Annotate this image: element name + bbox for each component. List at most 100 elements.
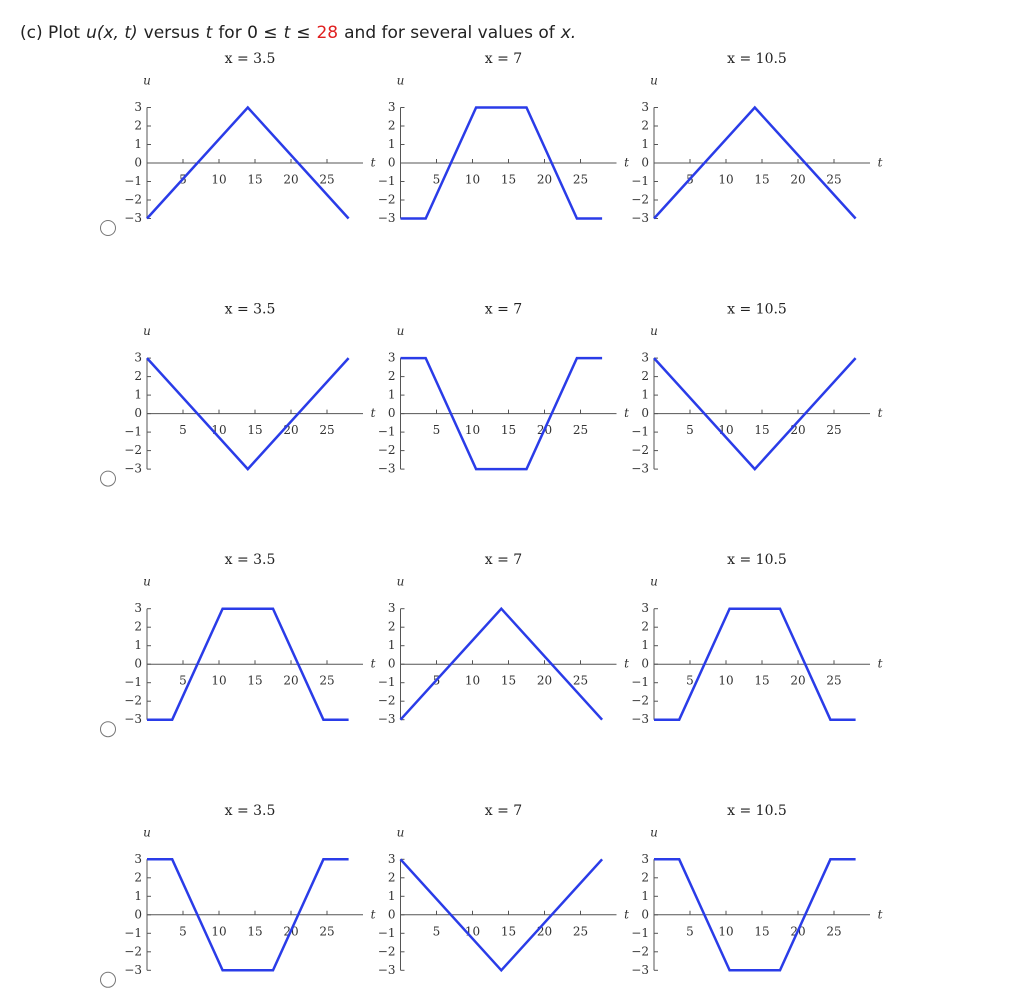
y-tick-label: −3 [124, 211, 142, 225]
x-axis-label: t [878, 406, 883, 420]
y-axis-label: u [650, 74, 658, 88]
x-axis-label: t [878, 657, 883, 671]
y-tick-label: −3 [631, 963, 649, 977]
x-tick-label: 5 [179, 924, 187, 938]
data-line [147, 858, 349, 972]
data-line [399, 606, 604, 721]
y-tick-label: −1 [378, 174, 396, 188]
x-tick-label: 20 [283, 674, 298, 688]
y-tick-label: −3 [378, 211, 396, 225]
x-tick-label: 10 [465, 173, 480, 187]
chart-title: x = 3.5 [225, 51, 276, 67]
y-tick-label: 3 [641, 351, 649, 365]
x-tick-label: 15 [247, 674, 262, 688]
y-tick-label: −1 [124, 425, 142, 439]
chart-title: x = 10.5 [727, 552, 787, 568]
chart-title: x = 3.5 [225, 803, 276, 819]
x-tick-label: 15 [501, 423, 516, 437]
y-tick-label: −2 [378, 944, 396, 958]
y-tick-label: −3 [378, 712, 396, 726]
x-tick-label: 5 [433, 173, 441, 187]
y-tick-label: 3 [134, 601, 142, 615]
y-axis-label: u [143, 575, 151, 589]
x-tick-label: 10 [465, 674, 480, 688]
chart-title: x = 3.5 [225, 302, 276, 318]
question: (c) Plot u(x, t) versus t for 0 ≤ t ≤28 and for… [20, 23, 576, 43]
y-tick-label: 0 [388, 657, 396, 671]
y-tick-label: −2 [378, 443, 396, 457]
y-tick-label: 1 [134, 638, 142, 652]
radio-option[interactable] [100, 721, 116, 738]
y-tick-label: 1 [388, 137, 396, 151]
question-part: u(x, t) [86, 23, 138, 43]
y-tick-label: −2 [124, 694, 142, 708]
x-tick-label: 5 [686, 924, 694, 938]
x-axis-label: t [878, 156, 883, 170]
x-axis-label: t [878, 907, 883, 921]
y-tick-label: −2 [631, 193, 649, 207]
y-tick-label: 2 [134, 870, 142, 884]
radio-option[interactable] [100, 220, 116, 236]
x-tick-label: 10 [211, 173, 226, 187]
x-tick-label: 5 [686, 423, 694, 437]
question-part: for 0 ≤ [218, 23, 277, 43]
y-tick-label: 1 [388, 889, 396, 903]
y-tick-label: 0 [641, 156, 649, 170]
y-tick-label: −3 [631, 712, 649, 726]
x-axis-label: t [624, 657, 629, 671]
y-tick-label: 3 [388, 100, 396, 114]
y-tick-label: 3 [641, 852, 649, 866]
question-part: (c) Plot [20, 23, 80, 43]
x-tick-label: 25 [319, 173, 334, 187]
chart-title: x = 10.5 [727, 51, 787, 67]
radio-option[interactable] [100, 971, 116, 988]
y-axis-label: u [143, 74, 151, 88]
y-tick-label: 0 [388, 406, 396, 420]
question-part: t [206, 23, 214, 43]
y-tick-label: 0 [134, 657, 142, 671]
x-tick-label: 5 [433, 924, 441, 938]
x-tick-label: 25 [573, 173, 588, 187]
y-axis-label: u [397, 324, 405, 338]
y-axis-label: u [650, 825, 658, 839]
x-tick-label: 25 [573, 674, 588, 688]
y-axis-label: u [143, 324, 151, 338]
y-tick-label: −3 [631, 462, 649, 476]
x-axis-label: t [624, 156, 629, 170]
x-tick-label: 10 [718, 173, 733, 187]
radio-option[interactable] [100, 470, 116, 487]
chart-title: x = 7 [485, 302, 522, 318]
x-axis-label: t [371, 907, 376, 921]
y-tick-label: 2 [641, 870, 649, 884]
y-tick-label: −1 [124, 926, 142, 940]
chart-title: x = 3.5 [225, 552, 276, 568]
x-tick-label: 15 [501, 924, 516, 938]
x-tick-label: 15 [754, 423, 769, 437]
y-tick-label: 0 [641, 657, 649, 671]
y-tick-label: 2 [641, 620, 649, 634]
y-tick-label: −3 [631, 211, 649, 225]
y-tick-label: 2 [134, 119, 142, 133]
x-tick-label: 5 [686, 674, 694, 688]
x-axis-label: t [371, 657, 376, 671]
x-tick-label: 25 [826, 924, 841, 938]
x-axis-label: t [624, 907, 629, 921]
chart-title: x = 10.5 [727, 803, 787, 819]
chart-title: x = 7 [485, 552, 522, 568]
chart-title: x = 7 [485, 803, 522, 819]
y-tick-label: 1 [134, 889, 142, 903]
x-tick-label: 15 [754, 173, 769, 187]
y-tick-label: 2 [388, 620, 396, 634]
data-line [400, 106, 603, 220]
x-tick-label: 25 [573, 924, 588, 938]
question-part: ≤ [296, 23, 310, 43]
y-tick-label: −1 [378, 425, 396, 439]
x-axis-label: t [371, 156, 376, 170]
y-tick-label: 0 [134, 907, 142, 921]
x-tick-label: 5 [179, 674, 187, 688]
x-tick-label: 20 [283, 423, 298, 437]
question-part: and for several values of [344, 23, 556, 43]
data-line [399, 858, 604, 973]
x-tick-label: 15 [247, 173, 262, 187]
x-tick-label: 10 [211, 924, 226, 938]
